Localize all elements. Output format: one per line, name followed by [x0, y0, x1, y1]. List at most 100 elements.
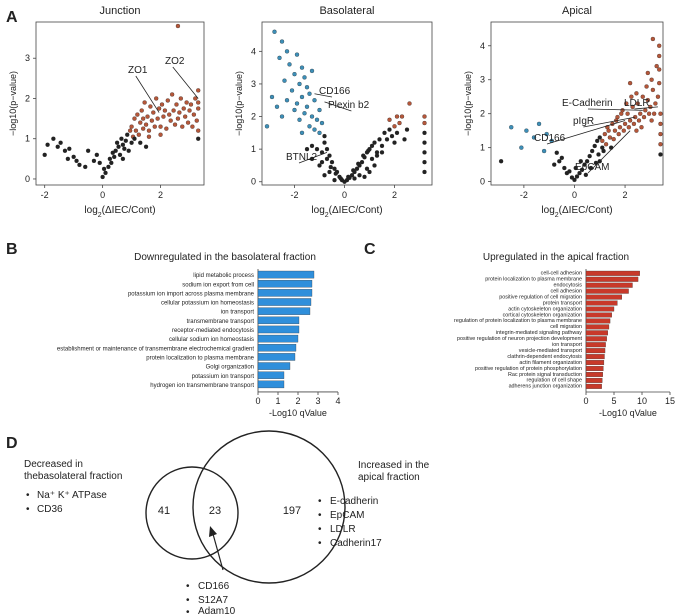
data-point [292, 72, 297, 77]
venn-circle-basolateral [145, 466, 239, 560]
data-point [146, 134, 152, 139]
data-point [307, 91, 312, 96]
data-point [191, 112, 197, 117]
x-axis-label: log2(ΔIEC/Cont) [541, 205, 612, 219]
data-point [324, 146, 330, 152]
y-tick-label: 1 [25, 134, 30, 144]
data-point [106, 164, 111, 170]
data-point [649, 77, 654, 82]
x-tick-label: 2 [295, 396, 300, 406]
bar-category-label: cell adhesion [551, 288, 582, 294]
bar [585, 324, 610, 330]
data-point [596, 152, 601, 157]
bar [257, 316, 300, 325]
bar [585, 371, 603, 377]
bar [257, 325, 300, 334]
data-point [324, 156, 330, 162]
data-point [404, 127, 410, 132]
data-point [369, 156, 375, 162]
bar-category-label: actin filament organization [519, 360, 582, 366]
bar [585, 336, 607, 342]
annotation-label: CD166 [534, 133, 566, 144]
data-point [62, 148, 68, 153]
x-tick-label: 0 [342, 190, 347, 200]
data-point [165, 98, 170, 103]
data-point [372, 163, 377, 168]
data-point [651, 111, 657, 116]
bar-category-label: Rac protein signal transduction [508, 372, 582, 378]
data-point [590, 148, 595, 154]
data-point [297, 117, 302, 122]
y-axis-label: −log10(p−value) [463, 71, 473, 136]
annotation-line [314, 93, 333, 98]
data-point [329, 160, 335, 165]
annotation-label: ZO2 [165, 56, 185, 67]
data-point [169, 92, 175, 97]
bar [585, 294, 622, 300]
data-point [149, 118, 155, 123]
data-point [77, 162, 82, 168]
x-tick-label: -2 [290, 190, 298, 200]
data-point [387, 117, 392, 122]
y-tick-label: 2 [480, 109, 485, 119]
data-point [282, 78, 287, 83]
data-point [646, 111, 652, 116]
bar-category-label: protein transport [543, 300, 583, 306]
data-point [372, 140, 377, 145]
bar [585, 377, 603, 383]
data-point [645, 70, 650, 76]
x-tick-label: 2 [158, 190, 163, 200]
bar-category-label: regulation of protein localization to pl… [454, 318, 582, 324]
data-point [164, 126, 169, 131]
data-point [171, 108, 176, 113]
y-axis-label: −log10(p−value) [8, 71, 18, 136]
data-point [354, 166, 360, 171]
data-point [332, 177, 337, 183]
data-point [67, 146, 72, 151]
data-point [132, 136, 137, 141]
data-point [601, 148, 606, 154]
data-point [578, 159, 583, 164]
bar-chart-upregulated: Upregulated in the apical fraction 0 5 10 15… [454, 252, 675, 418]
x-axis-label: -Log10 qValue [599, 408, 657, 418]
data-point [634, 128, 639, 133]
data-point [573, 165, 578, 171]
data-point [422, 169, 427, 175]
data-point [552, 162, 557, 167]
bar-category-label: cellular potassium ion homeostasis [161, 301, 254, 307]
data-point [292, 107, 297, 113]
data-point [158, 132, 163, 137]
data-point [641, 114, 647, 120]
annotation-label: ZO1 [128, 65, 148, 76]
data-point [402, 137, 407, 142]
data-point [193, 96, 198, 101]
annotation-line [298, 152, 328, 164]
data-point [277, 55, 282, 61]
data-point [45, 142, 50, 147]
data-point [177, 110, 182, 115]
data-point [322, 173, 327, 178]
bar [257, 362, 291, 370]
data-point [142, 100, 147, 105]
y-tick-label: 1 [480, 143, 485, 153]
data-point [58, 140, 63, 145]
annotation-label: pIgR [573, 116, 594, 127]
bar-category-label: lipid metabolic process [193, 273, 254, 279]
data-point [567, 169, 572, 174]
data-point [658, 131, 663, 137]
venn-right-title-2: apical fraction [358, 472, 420, 483]
data-point [392, 124, 397, 129]
data-point [264, 124, 270, 129]
bar [585, 306, 615, 312]
data-point [178, 96, 183, 101]
data-point [309, 68, 315, 74]
data-point [384, 137, 390, 142]
data-point [117, 152, 123, 157]
data-point [322, 140, 327, 145]
data-point [597, 135, 602, 140]
x-axis-label-sub: 2 [555, 212, 559, 219]
data-point [625, 111, 630, 116]
data-point [167, 112, 172, 117]
data-point [624, 101, 629, 106]
